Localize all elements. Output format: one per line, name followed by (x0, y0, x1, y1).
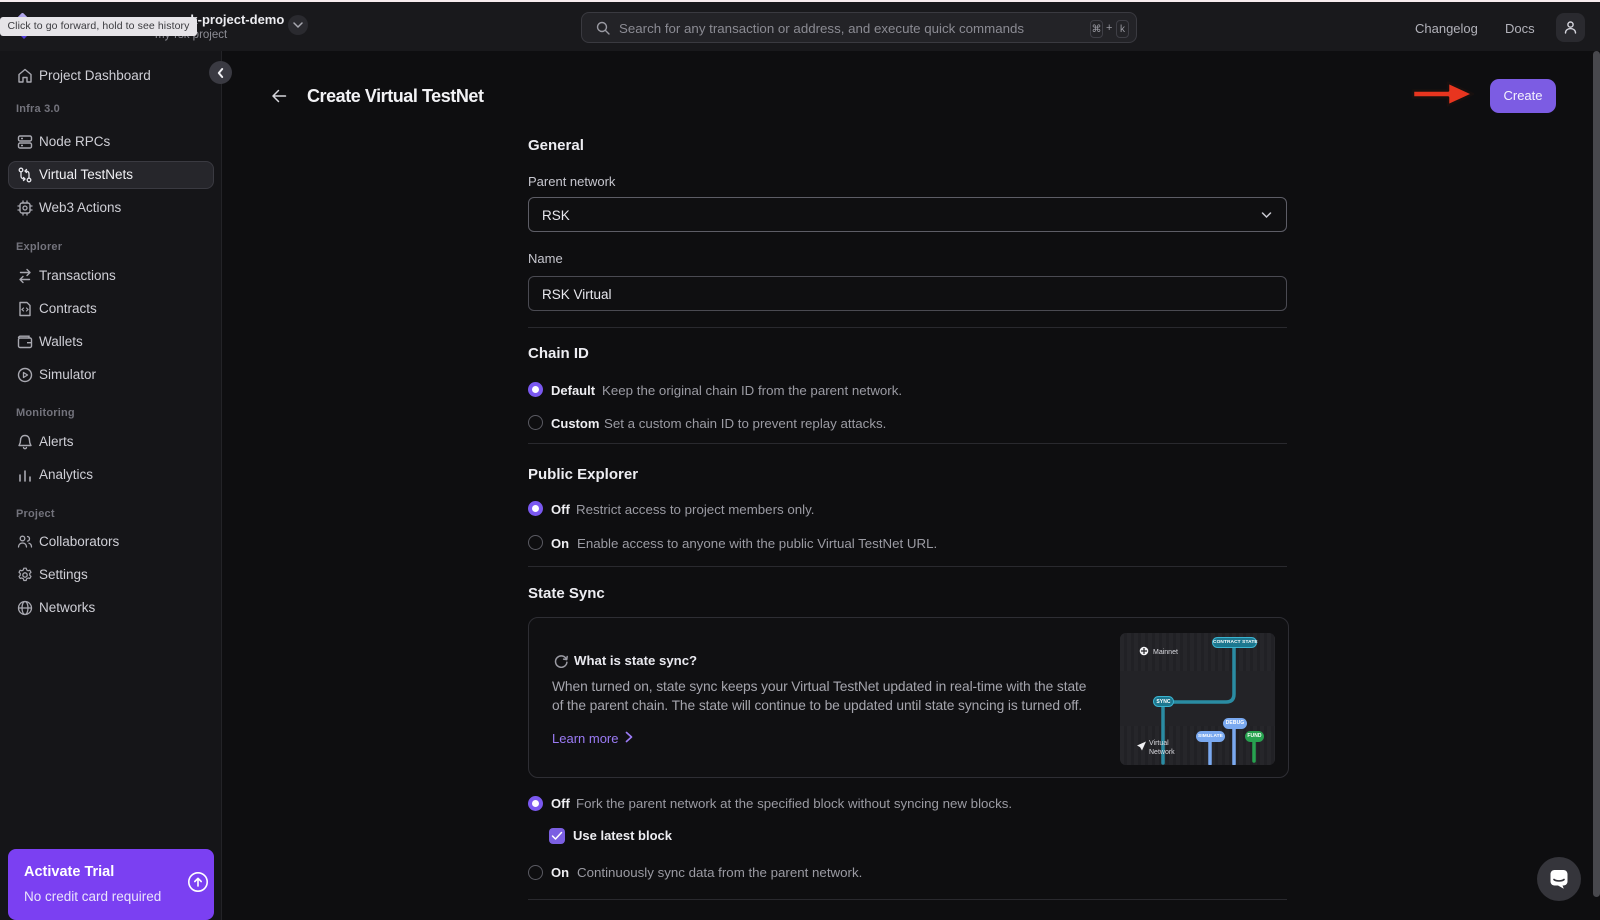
svg-text:Network: Network (1149, 749, 1175, 756)
svg-text:Mainnet: Mainnet (1153, 649, 1178, 656)
svg-text:Virtual: Virtual (1149, 740, 1169, 747)
